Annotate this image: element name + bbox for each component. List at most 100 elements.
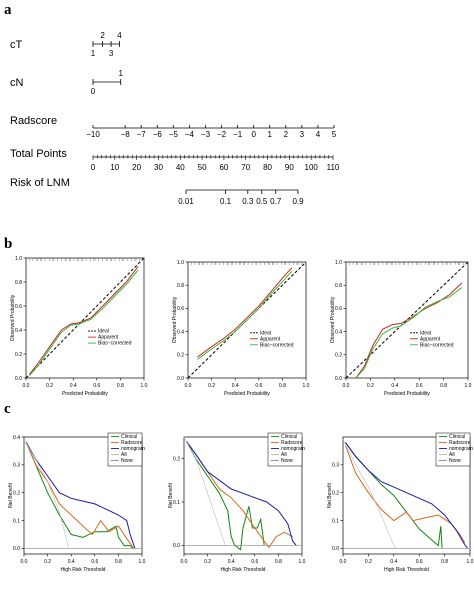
y-tick-label: 0.2	[13, 491, 20, 497]
series-line-apparent	[29, 266, 139, 375]
series-line-clinical	[345, 442, 443, 549]
tick-label-cn: 0	[91, 87, 96, 96]
tick-label-radscore: 3	[300, 130, 305, 139]
x-tick-label: 0.6	[91, 559, 98, 565]
x-tick-label: 0.4	[70, 383, 77, 389]
legend-label: Ideal	[98, 329, 109, 335]
legend-label: Clinical	[281, 434, 297, 440]
tick-label-radscore: −2	[217, 130, 227, 139]
legend-box	[85, 327, 137, 349]
legend-label: Clinical	[121, 434, 137, 440]
x-tick-label: 0.8	[115, 559, 122, 565]
y-axis-label: Observed Probability	[10, 294, 16, 341]
tick-label-risk-of-lnm: 0.3	[242, 197, 254, 206]
tick-label-total-points: 0	[91, 163, 96, 172]
legend-label: Apparent	[420, 336, 441, 342]
y-tick-label: 0.0	[335, 376, 342, 382]
tick-label-total-points: 100	[305, 163, 319, 172]
legend-label: None	[281, 458, 293, 464]
legend-label: Ideal	[260, 330, 271, 336]
y-tick-label: 0.8	[15, 280, 22, 286]
plot-frame	[345, 261, 469, 379]
series-line-bias-corrected	[29, 269, 139, 376]
y-axis-label: Net Benefit	[168, 483, 174, 508]
plot-frame	[25, 257, 145, 379]
x-tick-label: 0.8	[275, 559, 282, 565]
x-axis-label: Predicted Probability	[62, 391, 108, 397]
series-line-nomogram	[345, 442, 468, 549]
tick-label-total-points: 90	[285, 163, 294, 172]
x-tick-label: 0.6	[416, 559, 423, 565]
x-tick-label: 0.0	[185, 383, 192, 389]
x-tick-label: 0.8	[440, 383, 447, 389]
legend-box	[247, 329, 299, 351]
row-label-ct: cT	[10, 39, 23, 51]
tick-label-risk-of-lnm: 0.01	[178, 197, 194, 206]
series-line-ideal	[25, 257, 145, 379]
x-tick-label: 0.0	[343, 383, 350, 389]
x-tick-label: 0.4	[391, 383, 398, 389]
y-tick-label: 0.3	[332, 463, 339, 469]
y-tick-label: 0.6	[177, 306, 184, 312]
x-axis-label: High Risk Threshold	[221, 567, 266, 573]
y-tick-label: 0.2	[173, 456, 180, 462]
x-tick-label: 1.0	[303, 383, 310, 389]
x-tick-label: 0.8	[279, 383, 286, 389]
plot-frame	[23, 436, 143, 555]
x-tick-label: 1.0	[467, 559, 474, 565]
series-line-clinical	[185, 441, 265, 551]
tick-label-radscore: −8	[121, 130, 131, 139]
y-axis-label: Observed Probability	[330, 296, 336, 343]
legend-label: nomogram	[121, 446, 145, 452]
series-line-radscore	[25, 442, 135, 549]
y-tick-label: 0.1	[173, 500, 180, 506]
x-tick-label: 0.2	[367, 383, 374, 389]
tick-label-cn: 1	[118, 69, 123, 78]
y-tick-label: 0.4	[15, 328, 22, 334]
legend-label: nomogram	[281, 446, 305, 452]
x-tick-label: 0.2	[208, 383, 215, 389]
y-tick-label: 0.0	[13, 546, 20, 552]
x-tick-label: 0.0	[340, 559, 347, 565]
row-label-total-points: Total Points	[10, 148, 67, 160]
panel-label-a: a	[4, 2, 12, 18]
x-tick-label: 0.2	[204, 559, 211, 565]
tick-label-total-points: 60	[219, 163, 228, 172]
y-tick-label: 0.2	[332, 491, 339, 497]
legend-label: All	[449, 452, 455, 458]
tick-label-radscore: 5	[332, 130, 337, 139]
tick-label-ct: 4	[117, 31, 122, 40]
legend-label: Radscore	[121, 440, 143, 446]
row-label-risk-of-lnm: Risk of LNM	[10, 177, 70, 189]
plot-frame	[187, 261, 307, 379]
y-tick-label: 0.4	[13, 435, 20, 441]
y-axis-label: Observed Probability	[172, 296, 178, 343]
tick-label-radscore: −1	[233, 130, 243, 139]
legend-label: Radscore	[281, 440, 303, 446]
tick-label-total-points: 80	[263, 163, 272, 172]
y-tick-label: 1.0	[177, 260, 184, 266]
tick-label-risk-of-lnm: 0.5	[256, 197, 268, 206]
tick-label-radscore: −4	[185, 130, 195, 139]
y-tick-label: 0.6	[335, 306, 342, 312]
x-tick-label: 1.0	[465, 383, 472, 389]
legend-label: Bias−corrected	[98, 341, 132, 347]
x-tick-label: 0.2	[44, 559, 51, 565]
x-tick-label: 0.4	[68, 559, 75, 565]
legend-label: None	[121, 458, 133, 464]
tick-label-radscore: 1	[268, 130, 273, 139]
x-axis-label: High Risk Threshold	[61, 567, 106, 573]
x-tick-label: 0.4	[232, 383, 239, 389]
tick-label-risk-of-lnm: 0.1	[220, 197, 232, 206]
y-tick-label: 0.8	[177, 283, 184, 289]
tick-label-ct: 2	[100, 31, 105, 40]
y-tick-label: 0.2	[15, 352, 22, 358]
tick-label-risk-of-lnm: 0.7	[270, 197, 282, 206]
y-tick-label: 0.0	[173, 543, 180, 549]
tick-label-radscore: −6	[153, 130, 163, 139]
tick-label-total-points: 50	[198, 163, 207, 172]
plot-frame	[183, 436, 303, 555]
y-tick-label: 0.4	[177, 329, 184, 335]
y-tick-label: 0.0	[332, 546, 339, 552]
